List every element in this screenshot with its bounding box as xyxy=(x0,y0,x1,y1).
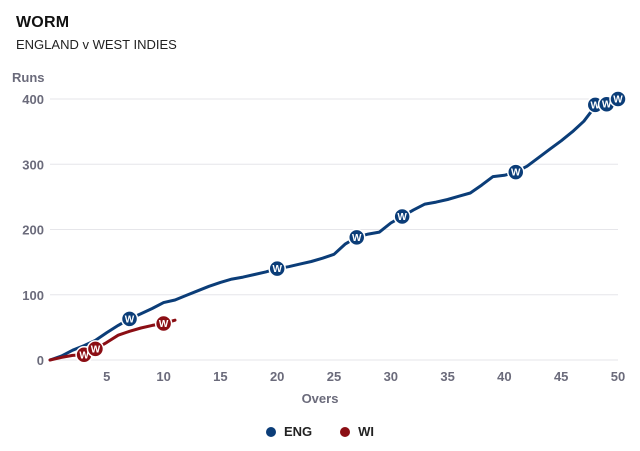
x-tick-label: 5 xyxy=(103,369,110,384)
wicket-dot xyxy=(347,228,366,247)
wicket-dot xyxy=(86,340,105,358)
wicket-dot xyxy=(120,310,139,328)
wicket-label: W xyxy=(613,95,623,106)
wicket-label: W xyxy=(272,264,282,275)
x-tick-label: 35 xyxy=(440,369,454,384)
chart-subtitle: ENGLAND v WEST INDIES xyxy=(16,37,177,52)
x-axis-label: Overs xyxy=(302,391,339,406)
x-tick-label: 45 xyxy=(554,369,568,384)
grid-lines xyxy=(50,98,618,361)
wicket-label: W xyxy=(511,168,521,179)
wicket-label: W xyxy=(397,212,407,223)
x-tick-label: 10 xyxy=(156,369,170,384)
legend-swatch-wi xyxy=(340,426,351,437)
legend-item-eng[interactable]: ENG xyxy=(265,424,313,439)
legend-swatch-eng xyxy=(265,426,276,437)
y-tick-label: 200 xyxy=(22,223,44,238)
y-tick-label: 0 xyxy=(37,353,44,368)
wicket-dot xyxy=(154,314,173,333)
wicket-dot xyxy=(609,90,627,108)
wicket-label: W xyxy=(79,350,89,361)
wicket-marker-eng[interactable]: W xyxy=(268,259,286,278)
wicket-marker-wi[interactable]: W xyxy=(154,314,173,333)
x-tick-label: 40 xyxy=(497,369,511,384)
wicket-label: W xyxy=(602,100,612,111)
legend-item-wi[interactable]: WI xyxy=(340,424,374,439)
x-tick-label: 25 xyxy=(327,369,341,384)
x-tick-label: 50 xyxy=(611,369,625,384)
wicket-dot xyxy=(268,259,286,278)
wicket-marker-wi[interactable]: W xyxy=(86,340,105,358)
wicket-marker-eng[interactable]: W xyxy=(507,163,525,181)
wicket-label: W xyxy=(352,233,362,244)
wicket-marker-eng[interactable]: W xyxy=(347,228,366,247)
y-tick-label: 300 xyxy=(22,157,44,172)
x-axis-ticks: 5 10 15 20 25 30 35 40 45 50 xyxy=(103,369,625,384)
wicket-label: W xyxy=(91,344,101,355)
x-tick-label: 20 xyxy=(270,369,284,384)
wicket-label: W xyxy=(591,100,601,111)
wicket-marker-eng[interactable]: W xyxy=(609,90,627,108)
y-axis-label: Runs xyxy=(12,70,45,85)
wicket-dot xyxy=(507,163,525,181)
legend-label-wi: WI xyxy=(358,424,375,439)
legend-label-eng: ENG xyxy=(283,424,313,439)
wicket-marker-eng[interactable]: W xyxy=(120,310,139,328)
legend: ENG WI xyxy=(0,424,640,439)
x-tick-label: 15 xyxy=(213,369,227,384)
y-axis-ticks: 0 100 200 300 400 xyxy=(22,92,44,368)
y-tick-label: 100 xyxy=(22,288,44,303)
wicket-marker-eng[interactable]: W xyxy=(393,207,411,226)
x-tick-label: 30 xyxy=(384,369,398,384)
y-tick-label: 400 xyxy=(22,92,44,107)
wicket-label: W xyxy=(125,314,135,325)
chart-title: WORM xyxy=(16,14,70,31)
wicket-label: W xyxy=(159,319,169,330)
series-line-wi xyxy=(48,318,177,362)
wicket-dot xyxy=(393,207,411,226)
